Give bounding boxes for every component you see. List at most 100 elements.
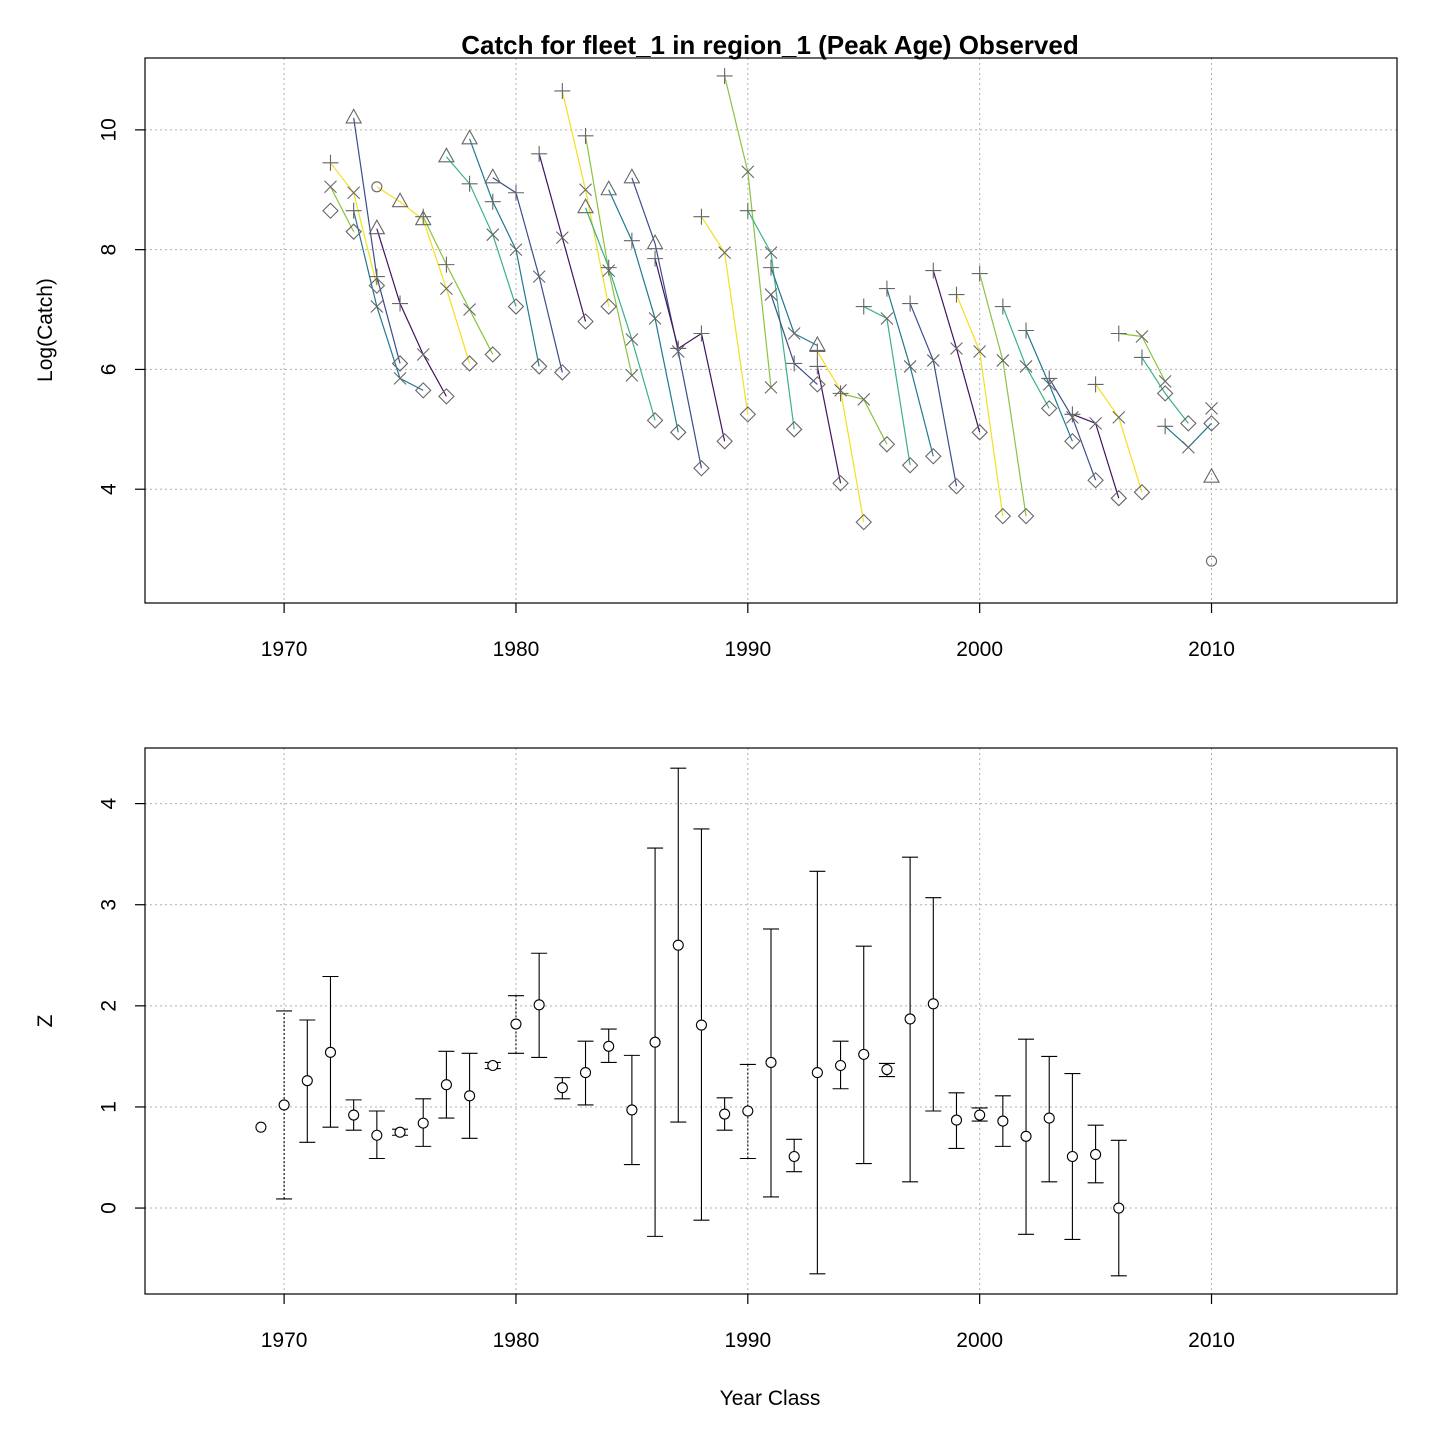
z-point xyxy=(1020,1130,1032,1142)
z-y-tick-label: 1 xyxy=(98,1101,121,1113)
cross-marker xyxy=(648,312,662,325)
z-y-axis-label: Z xyxy=(34,1014,57,1027)
diamond-marker xyxy=(391,355,409,372)
cohort-line xyxy=(353,210,424,391)
cohort-line xyxy=(886,288,934,457)
diamond-marker xyxy=(368,277,386,294)
z-point xyxy=(811,1067,823,1079)
z-x-tick-label: 1990 xyxy=(724,1329,771,1352)
catch-x-tick-label: 1980 xyxy=(493,638,540,661)
triangle-marker xyxy=(484,168,502,184)
z-panel: 1970 1980 1990 2000 2010 0 1 2 3 4 Z Year Class xyxy=(34,747,1398,1410)
cohort-line xyxy=(747,210,795,430)
diamond-marker xyxy=(484,346,502,363)
cross-marker xyxy=(903,360,917,373)
cohort-line xyxy=(654,258,726,442)
plus-marker xyxy=(600,259,617,276)
z-point xyxy=(719,1108,731,1120)
diamond-marker xyxy=(716,433,733,450)
cohort-line xyxy=(1164,422,1212,449)
triangle-marker xyxy=(623,168,641,184)
plus-marker xyxy=(1133,349,1150,366)
cross-marker xyxy=(370,300,384,313)
plus-marker xyxy=(1087,376,1104,393)
cross-marker xyxy=(950,342,963,355)
cross-marker xyxy=(440,282,453,295)
plus-marker xyxy=(577,127,594,144)
triangle-marker xyxy=(368,219,386,235)
z-x-axis-label: Year Class xyxy=(720,1387,821,1410)
z-point xyxy=(417,1117,429,1129)
z-point xyxy=(1113,1202,1125,1214)
z-point xyxy=(950,1114,963,1126)
cross-marker xyxy=(1112,410,1126,424)
z-point xyxy=(672,939,684,951)
catch-x-tick-label: 2010 xyxy=(1188,638,1235,661)
z-point xyxy=(626,1104,638,1116)
cohort-line xyxy=(492,177,563,373)
z-y-tick-label: 3 xyxy=(98,899,121,911)
diamond-marker xyxy=(855,513,873,531)
z-x-tick-label: 1970 xyxy=(261,1329,308,1352)
diamond-marker xyxy=(971,424,988,441)
plus-marker xyxy=(322,154,339,171)
cohort-line xyxy=(816,366,842,484)
triangle-marker xyxy=(461,129,479,145)
z-point xyxy=(603,1040,615,1052)
plus-marker xyxy=(554,82,571,99)
plus-marker xyxy=(507,184,524,201)
z-plot-frame xyxy=(144,747,1398,1295)
chart-title: Catch for fleet_1 in region_1 (Peak Age)… xyxy=(461,30,1078,60)
cross-marker xyxy=(764,246,778,260)
catch-x-tick-label: 1970 xyxy=(261,638,308,661)
cohort-line xyxy=(863,306,911,466)
diamond-marker xyxy=(878,436,896,453)
z-point xyxy=(324,1046,337,1058)
z-point xyxy=(835,1059,847,1072)
cross-marker xyxy=(973,345,987,358)
z-point xyxy=(464,1090,476,1102)
cohort-line xyxy=(608,189,679,433)
cohort-line xyxy=(700,216,749,415)
plus-marker xyxy=(531,145,548,162)
z-point xyxy=(301,1075,313,1087)
diamond-marker xyxy=(322,202,339,219)
circle-marker xyxy=(1205,555,1218,567)
plus-marker xyxy=(809,343,826,360)
cross-marker xyxy=(532,270,546,283)
diamond-marker xyxy=(901,456,919,474)
cohort-line xyxy=(469,138,540,367)
triangle-marker xyxy=(577,198,594,214)
cohort-line xyxy=(955,294,1004,517)
triangle-marker xyxy=(391,192,409,208)
plus-marker xyxy=(1041,370,1058,387)
z-point xyxy=(649,1036,661,1048)
diamond-marker xyxy=(948,477,965,495)
diamond-marker xyxy=(925,447,942,465)
cross-marker xyxy=(509,243,523,257)
plus-marker xyxy=(716,67,733,84)
diamond-marker xyxy=(507,298,525,315)
cohort-line xyxy=(376,228,447,397)
plus-marker xyxy=(670,340,687,357)
plus-marker xyxy=(1157,418,1174,435)
z-point xyxy=(788,1150,800,1163)
diamond-marker xyxy=(577,313,594,330)
plus-marker xyxy=(763,259,779,276)
catch-x-tick-label: 2000 xyxy=(956,638,1003,661)
cross-marker xyxy=(926,354,940,367)
plus-marker xyxy=(693,208,710,225)
diamond-marker xyxy=(809,376,826,393)
plus-marker xyxy=(392,295,409,312)
cross-marker xyxy=(996,354,1010,367)
cohort-line xyxy=(631,177,703,469)
cohort-line xyxy=(840,392,888,445)
diamond-marker xyxy=(1064,433,1081,450)
diamond-marker xyxy=(1203,415,1220,432)
cohort-line xyxy=(816,351,865,523)
cross-marker xyxy=(625,369,639,382)
cohort-line xyxy=(1002,306,1050,409)
z-y-tick-label: 4 xyxy=(98,797,121,809)
z-point xyxy=(974,1109,986,1121)
cross-marker xyxy=(857,392,871,406)
